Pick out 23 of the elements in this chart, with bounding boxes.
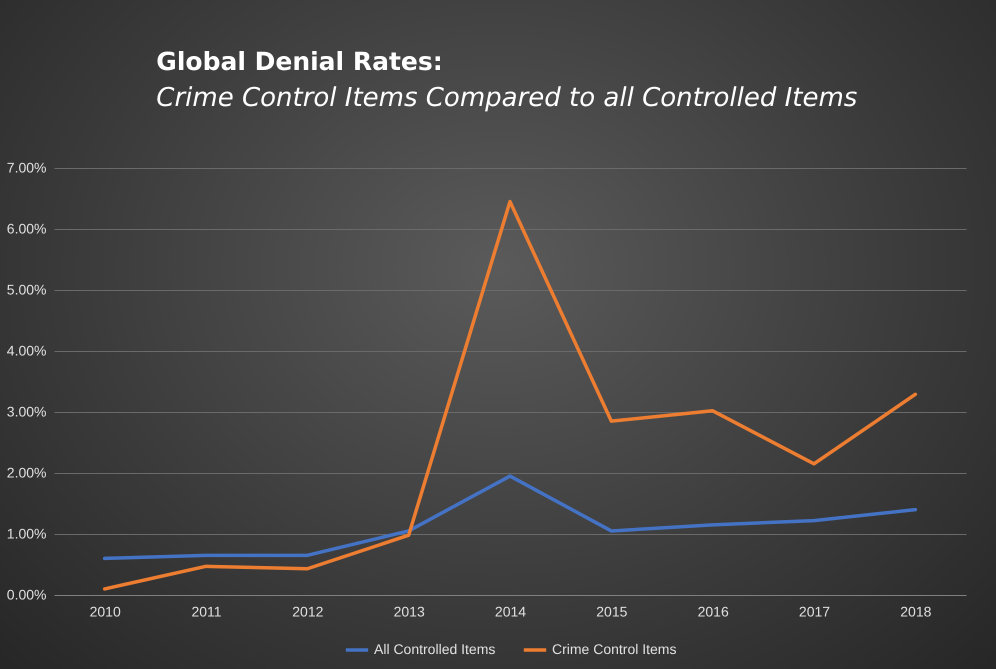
legend-label: Crime Control Items [552, 641, 676, 657]
x-tick-label: 2012 [292, 604, 324, 620]
y-tick-label: 3.00% [6, 404, 46, 420]
y-tick-label: 2.00% [6, 464, 46, 480]
chart-subtitle: Crime Control Items Compared to all Controlled Items [156, 83, 858, 113]
y-tick-label: 1.00% [6, 526, 46, 542]
y-tick-label: 7.00% [6, 160, 46, 176]
line-series [102, 200, 918, 591]
y-tick-label: 6.00% [6, 220, 46, 236]
line-series [102, 474, 918, 560]
x-tick-label: 2015 [596, 604, 628, 620]
x-tick-label: 2011 [191, 604, 222, 620]
x-tick-label: 2013 [394, 604, 425, 620]
x-tick-label: 2016 [698, 604, 729, 620]
y-tick-label: 5.00% [6, 282, 46, 298]
x-tick-label: 2010 [90, 604, 121, 620]
y-tick-label: 4.00% [6, 342, 46, 358]
x-tick-label: 2017 [798, 604, 830, 620]
x-tick-label: 2014 [494, 604, 526, 620]
x-tick-label: 2018 [900, 604, 932, 620]
chart-title: Global Denial Rates: [156, 47, 443, 76]
legend-label: All Controlled Items [374, 641, 496, 657]
y-tick-label: 0.00% [6, 586, 46, 602]
